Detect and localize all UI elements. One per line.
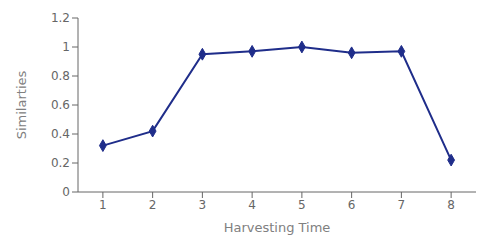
- svg-text:7: 7: [398, 198, 406, 212]
- svg-text:0.2: 0.2: [51, 156, 70, 170]
- svg-text:0.4: 0.4: [51, 127, 70, 141]
- svg-text:1.2: 1.2: [51, 11, 70, 25]
- svg-text:5: 5: [298, 198, 306, 212]
- svg-text:Harvesting Time: Harvesting Time: [224, 220, 331, 235]
- svg-text:6: 6: [348, 198, 356, 212]
- svg-text:0.6: 0.6: [51, 98, 70, 112]
- svg-text:Similarties: Similarties: [14, 71, 29, 140]
- svg-text:2: 2: [149, 198, 157, 212]
- svg-text:1: 1: [99, 198, 107, 212]
- svg-text:3: 3: [199, 198, 207, 212]
- svg-text:1: 1: [62, 40, 70, 54]
- svg-text:0.8: 0.8: [51, 69, 70, 83]
- svg-text:0: 0: [62, 185, 70, 199]
- svg-text:4: 4: [248, 198, 256, 212]
- svg-text:8: 8: [447, 198, 455, 212]
